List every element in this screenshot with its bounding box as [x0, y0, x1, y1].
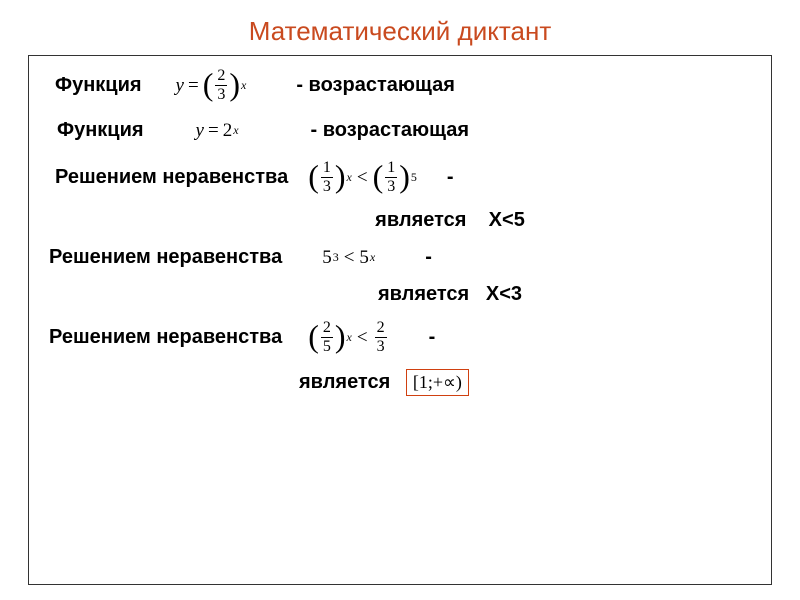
lparen: ( — [203, 76, 214, 92]
answer-line-1: является X<5 — [149, 209, 751, 232]
answer-label-2: является — [378, 283, 469, 305]
numerator: 2 — [215, 68, 227, 85]
suffix-2: - возрастающая — [311, 119, 470, 142]
fraction-1-3-left: 1 3 — [321, 160, 333, 195]
eq-sign: = — [208, 120, 219, 142]
formula-2: y = 2 x — [196, 120, 239, 142]
numerator: 1 — [321, 160, 333, 177]
lparen: ( — [373, 168, 384, 184]
denominator: 3 — [375, 337, 387, 355]
label-1: Функция — [55, 74, 142, 97]
exponent-x: x — [233, 123, 238, 138]
exponent-5: 5 — [411, 170, 417, 185]
denominator: 3 — [215, 85, 227, 103]
answer-label-3: является — [299, 371, 390, 393]
label-2: Функция — [57, 119, 144, 142]
base-5a: 5 — [322, 247, 332, 269]
numerator: 1 — [385, 160, 397, 177]
suffix-1: - возрастающая — [296, 74, 455, 97]
label-4: Решением неравенства — [49, 246, 282, 269]
lt-sign: < — [344, 247, 355, 269]
content-box: Функция y = ( 2 3 ) x - возрастающая Фун… — [28, 55, 772, 585]
lt-sign: < — [357, 327, 368, 349]
exponent-x: x — [241, 78, 246, 93]
suffix-3: - — [447, 166, 454, 189]
base-5b: 5 — [359, 247, 369, 269]
exponent-x: x — [370, 250, 375, 265]
eq-sign: = — [188, 75, 199, 97]
exponent-x: x — [347, 330, 352, 345]
answer-3-box: [1;+∝) — [406, 369, 469, 396]
denominator: 5 — [321, 337, 333, 355]
line-2: Функция y = 2 x - возрастающая — [57, 119, 751, 142]
suffix-5: - — [429, 326, 436, 349]
answer-label-1: является — [375, 209, 466, 231]
slide-title: Математический диктант — [0, 0, 800, 55]
lt-sign: < — [357, 167, 368, 189]
fraction-1-3-right: 1 3 — [385, 160, 397, 195]
exponent-x: x — [347, 170, 352, 185]
base-2: 2 — [223, 120, 233, 142]
formula-5: ( 2 5 ) x < 2 3 — [308, 320, 388, 355]
answer-1: X<5 — [489, 209, 525, 231]
denominator: 3 — [385, 177, 397, 195]
formula-1: y = ( 2 3 ) x — [176, 68, 247, 103]
line-3: Решением неравенства ( 1 3 ) x < ( 1 3 )… — [55, 160, 751, 195]
var-y: y — [196, 120, 204, 142]
fraction-2-3: 2 3 — [375, 320, 387, 355]
numerator: 2 — [321, 320, 333, 337]
label-3: Решением неравенства — [55, 166, 288, 189]
lparen: ( — [308, 328, 319, 344]
line-5: Решением неравенства ( 2 5 ) x < 2 3 - — [49, 320, 751, 355]
rparen: ) — [229, 76, 240, 92]
label-5: Решением неравенства — [49, 326, 282, 349]
fraction-2-5: 2 5 — [321, 320, 333, 355]
numerator: 2 — [375, 320, 387, 337]
denominator: 3 — [321, 177, 333, 195]
answer-line-3: является [1;+∝) — [149, 369, 751, 396]
line-4: Решением неравенства 5 3 < 5 x - — [49, 246, 751, 269]
rparen: ) — [335, 168, 346, 184]
formula-3: ( 1 3 ) x < ( 1 3 ) 5 — [308, 160, 417, 195]
answer-2: X<3 — [486, 283, 522, 305]
line-1: Функция y = ( 2 3 ) x - возрастающая — [55, 68, 751, 103]
var-y: y — [176, 75, 184, 97]
suffix-4: - — [425, 246, 432, 269]
answer-line-2: является X<3 — [149, 283, 751, 306]
fraction-2-3: 2 3 — [215, 68, 227, 103]
rparen: ) — [335, 328, 346, 344]
exponent-3: 3 — [333, 250, 339, 265]
rparen: ) — [399, 168, 410, 184]
lparen: ( — [308, 168, 319, 184]
formula-4: 5 3 < 5 x — [322, 247, 375, 269]
